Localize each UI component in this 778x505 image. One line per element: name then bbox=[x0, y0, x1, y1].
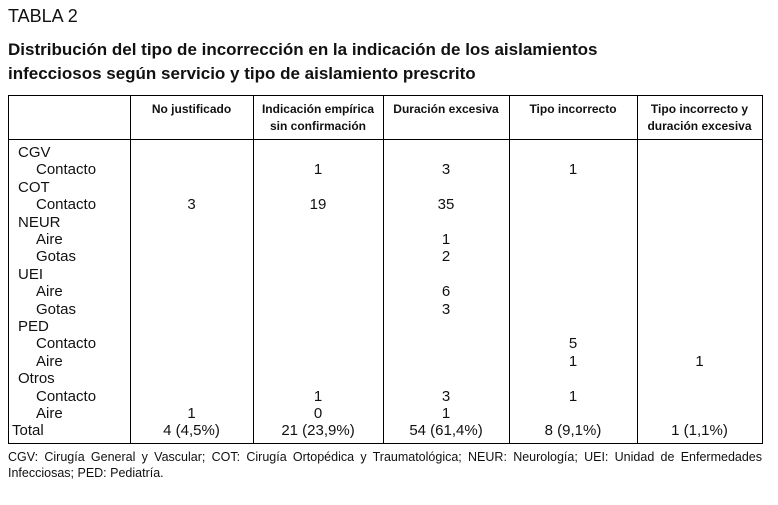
cell-value: 4 (4,5%) bbox=[163, 422, 220, 440]
group-label: NEUR bbox=[18, 213, 61, 231]
cell-value: 3 bbox=[441, 161, 451, 179]
row-label: Aire bbox=[36, 283, 63, 301]
row-label: Aire bbox=[36, 352, 63, 370]
header-rule bbox=[8, 139, 763, 140]
cell-value: 3 bbox=[441, 300, 451, 318]
group-label: Otros bbox=[18, 370, 55, 388]
row-label: Gotas bbox=[36, 300, 77, 318]
column-header: Tipo incorrecto bbox=[529, 102, 617, 116]
cell-value: 3 bbox=[441, 387, 451, 405]
cell-value: 2 bbox=[441, 248, 451, 266]
column-rule bbox=[253, 95, 254, 443]
group-label: PED bbox=[18, 318, 49, 335]
column-rule bbox=[130, 95, 131, 443]
row-label: Aire bbox=[36, 231, 63, 248]
column-header: No justificado bbox=[151, 102, 232, 116]
group-label: CGV bbox=[18, 144, 51, 161]
column-rule bbox=[383, 95, 384, 443]
group-label: COT bbox=[18, 178, 50, 196]
table-frame bbox=[8, 95, 763, 444]
row-label: Aire bbox=[36, 405, 63, 422]
row-label: Contacto bbox=[36, 161, 97, 179]
cell-value: 1 bbox=[187, 405, 196, 422]
cell-value: 1 bbox=[568, 161, 578, 179]
row-label: Contacto bbox=[36, 335, 97, 353]
cell-value: 21 (23,9%) bbox=[281, 422, 355, 440]
cell-value: 1 bbox=[441, 231, 451, 248]
cell-value: 0 bbox=[313, 405, 323, 422]
group-label: UEI bbox=[18, 265, 44, 283]
column-header: Tipo incorrecto y duración excesiva bbox=[647, 102, 752, 133]
row-label: Contacto bbox=[36, 196, 97, 214]
row-label: Gotas bbox=[36, 248, 77, 266]
table-title: Distribución del tipo de incorrección en… bbox=[8, 40, 598, 83]
row-label: Contacto bbox=[36, 387, 97, 405]
column-header: Indicación empírica sin confirmación bbox=[261, 102, 375, 133]
cell-value: 3 bbox=[187, 196, 196, 214]
cell-value: 5 bbox=[568, 335, 578, 353]
cell-value: 54 (61,4%) bbox=[409, 422, 483, 440]
footnote: CGV: Cirugía General y Vascular; COT: Ci… bbox=[8, 450, 762, 480]
column-rule bbox=[509, 95, 510, 443]
cell-value: 35 bbox=[437, 196, 455, 214]
total-label: Total bbox=[12, 422, 44, 440]
cell-value: 1 bbox=[313, 387, 323, 405]
cell-value: 1 (1,1%) bbox=[671, 422, 728, 440]
cell-value: 8 (9,1%) bbox=[544, 422, 602, 440]
cell-value: 6 bbox=[441, 283, 451, 301]
cell-value: 1 bbox=[695, 352, 704, 370]
cell-value: 1 bbox=[568, 352, 578, 370]
column-header: Duración excesiva bbox=[393, 102, 499, 116]
cell-value: 19 bbox=[309, 196, 327, 214]
table-label: TABLA 2 bbox=[8, 6, 78, 26]
cell-value: 1 bbox=[441, 405, 451, 422]
cell-value: 1 bbox=[568, 387, 578, 405]
column-rule bbox=[637, 95, 638, 443]
cell-value: 1 bbox=[313, 161, 323, 179]
